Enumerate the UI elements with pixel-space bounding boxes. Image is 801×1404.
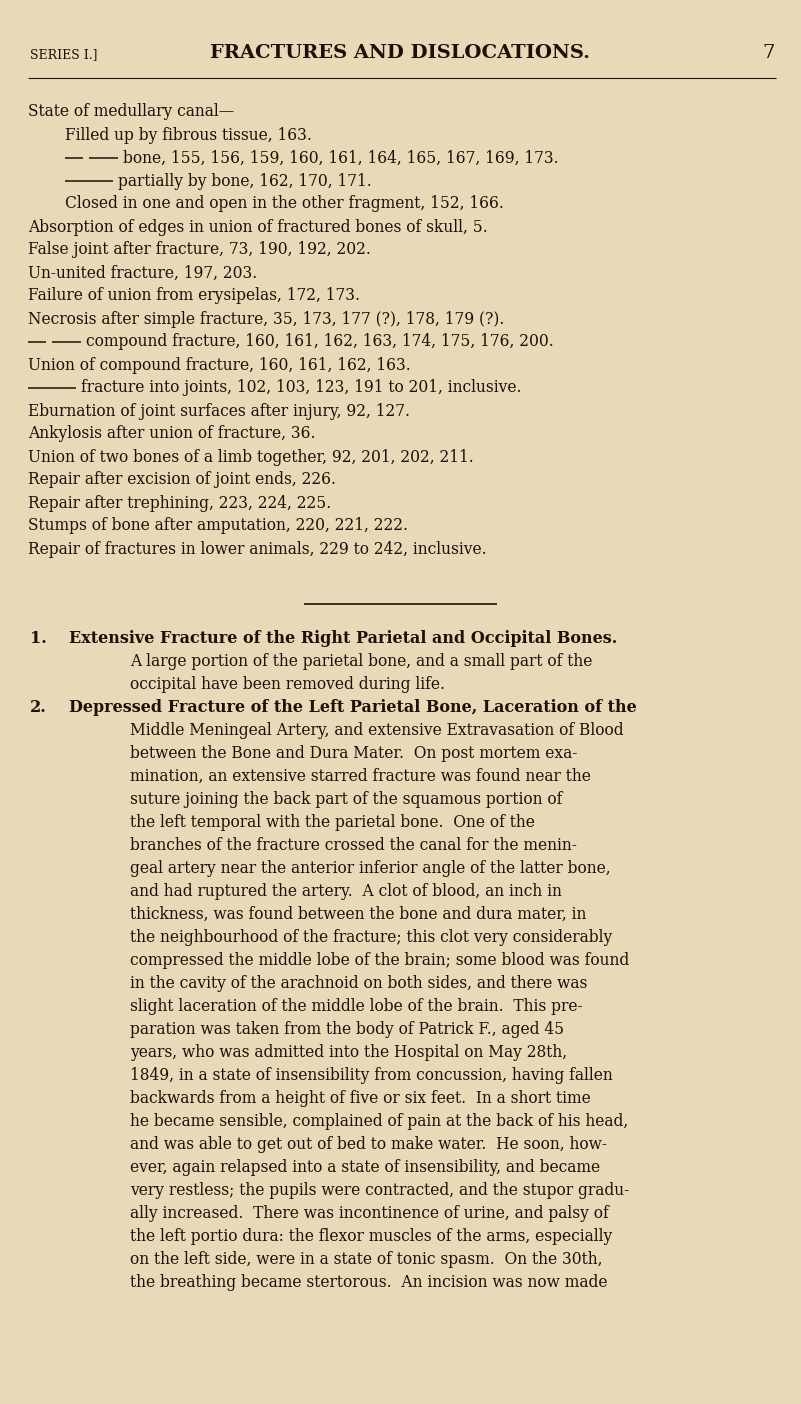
Text: the breathing became stertorous.  An incision was now made: the breathing became stertorous. An inci… <box>130 1275 607 1292</box>
Text: 1.: 1. <box>30 630 46 647</box>
Text: Repair after excision of joint ends, 226.: Repair after excision of joint ends, 226… <box>28 472 336 489</box>
Text: slight laceration of the middle lobe of the brain.  This pre-: slight laceration of the middle lobe of … <box>130 998 582 1015</box>
Text: State of medullary canal—: State of medullary canal— <box>28 104 234 121</box>
Text: compound fracture, 160, 161, 162, 163, 174, 175, 176, 200.: compound fracture, 160, 161, 162, 163, 1… <box>86 334 553 351</box>
Text: Depressed Fracture of the Left Parietal Bone, Laceration of the: Depressed Fracture of the Left Parietal … <box>69 699 637 716</box>
Text: A large portion of the parietal bone, and a small part of the: A large portion of the parietal bone, an… <box>130 653 593 670</box>
Text: Union of compound fracture, 160, 161, 162, 163.: Union of compound fracture, 160, 161, 16… <box>28 357 411 373</box>
Text: Closed in one and open in the other fragment, 152, 166.: Closed in one and open in the other frag… <box>65 195 504 212</box>
Text: he became sensible, complained of pain at the back of his head,: he became sensible, complained of pain a… <box>130 1113 628 1130</box>
Text: Extensive Fracture of the Right Parietal and Occipital Bones.: Extensive Fracture of the Right Parietal… <box>69 630 618 647</box>
Text: Necrosis after simple fracture, 35, 173, 177 (?), 178, 179 (?).: Necrosis after simple fracture, 35, 173,… <box>28 310 505 327</box>
Text: SERIES I.]: SERIES I.] <box>30 48 98 60</box>
Text: years, who was admitted into the Hospital on May 28th,: years, who was admitted into the Hospita… <box>130 1045 567 1061</box>
Text: mination, an extensive starred fracture was found near the: mination, an extensive starred fracture … <box>130 768 591 785</box>
Text: on the left side, were in a state of tonic spasm.  On the 30th,: on the left side, were in a state of ton… <box>130 1251 602 1268</box>
Text: the left temporal with the parietal bone.  One of the: the left temporal with the parietal bone… <box>130 814 535 831</box>
Text: Eburnation of joint surfaces after injury, 92, 127.: Eburnation of joint surfaces after injur… <box>28 403 410 420</box>
Text: 2.: 2. <box>30 699 46 716</box>
Text: the neighbourhood of the fracture; this clot very considerably: the neighbourhood of the fracture; this … <box>130 929 612 946</box>
Text: paration was taken from the body of Patrick F., aged 45: paration was taken from the body of Patr… <box>130 1021 564 1038</box>
Text: 1849, in a state of insensibility from concussion, having fallen: 1849, in a state of insensibility from c… <box>130 1067 613 1084</box>
Text: Repair after trephining, 223, 224, 225.: Repair after trephining, 223, 224, 225. <box>28 494 332 511</box>
Text: bone, 155, 156, 159, 160, 161, 164, 165, 167, 169, 173.: bone, 155, 156, 159, 160, 161, 164, 165,… <box>123 149 558 167</box>
Text: Middle Meningeal Artery, and extensive Extravasation of Blood: Middle Meningeal Artery, and extensive E… <box>130 722 624 739</box>
Text: occipital have been removed during life.: occipital have been removed during life. <box>130 677 445 694</box>
Text: branches of the fracture crossed the canal for the menin-: branches of the fracture crossed the can… <box>130 837 577 854</box>
Text: FRACTURES AND DISLOCATIONS.: FRACTURES AND DISLOCATIONS. <box>210 44 590 62</box>
Text: backwards from a height of five or six feet.  In a short time: backwards from a height of five or six f… <box>130 1090 591 1108</box>
Text: partially by bone, 162, 170, 171.: partially by bone, 162, 170, 171. <box>118 173 372 190</box>
Text: ever, again relapsed into a state of insensibility, and became: ever, again relapsed into a state of ins… <box>130 1160 600 1177</box>
Text: Un-united fracture, 197, 203.: Un-united fracture, 197, 203. <box>28 264 257 281</box>
Text: between the Bone and Dura Mater.  On post mortem exa-: between the Bone and Dura Mater. On post… <box>130 746 578 762</box>
Text: 7: 7 <box>763 44 775 62</box>
Text: Absorption of edges in union of fractured bones of skull, 5.: Absorption of edges in union of fracture… <box>28 219 488 236</box>
Text: fracture into joints, 102, 103, 123, 191 to 201, inclusive.: fracture into joints, 102, 103, 123, 191… <box>81 379 521 396</box>
Text: Stumps of bone after amputation, 220, 221, 222.: Stumps of bone after amputation, 220, 22… <box>28 518 408 535</box>
Text: Union of two bones of a limb together, 92, 201, 202, 211.: Union of two bones of a limb together, 9… <box>28 448 473 466</box>
Text: compressed the middle lobe of the brain; some blood was found: compressed the middle lobe of the brain;… <box>130 952 630 969</box>
Text: and was able to get out of bed to make water.  He soon, how-: and was able to get out of bed to make w… <box>130 1136 607 1153</box>
Text: Ankylosis after union of fracture, 36.: Ankylosis after union of fracture, 36. <box>28 425 316 442</box>
Text: very restless; the pupils were contracted, and the stupor gradu-: very restless; the pupils were contracte… <box>130 1182 630 1199</box>
Text: in the cavity of the arachnoid on both sides, and there was: in the cavity of the arachnoid on both s… <box>130 976 587 993</box>
Text: ally increased.  There was incontinence of urine, and palsy of: ally increased. There was incontinence o… <box>130 1205 609 1223</box>
Text: geal artery near the anterior inferior angle of the latter bone,: geal artery near the anterior inferior a… <box>130 861 610 878</box>
Text: Repair of fractures in lower animals, 229 to 242, inclusive.: Repair of fractures in lower animals, 22… <box>28 541 487 557</box>
Text: and had ruptured the artery.  A clot of blood, an inch in: and had ruptured the artery. A clot of b… <box>130 883 562 900</box>
Text: suture joining the back part of the squamous portion of: suture joining the back part of the squa… <box>130 792 562 809</box>
Text: thickness, was found between the bone and dura mater, in: thickness, was found between the bone an… <box>130 906 586 924</box>
Text: Filled up by fibrous tissue, 163.: Filled up by fibrous tissue, 163. <box>65 126 312 143</box>
Text: Failure of union from erysipelas, 172, 173.: Failure of union from erysipelas, 172, 1… <box>28 288 360 305</box>
Text: the left portio dura: the flexor muscles of the arms, especially: the left portio dura: the flexor muscles… <box>130 1228 612 1245</box>
Text: False joint after fracture, 73, 190, 192, 202.: False joint after fracture, 73, 190, 192… <box>28 241 371 258</box>
